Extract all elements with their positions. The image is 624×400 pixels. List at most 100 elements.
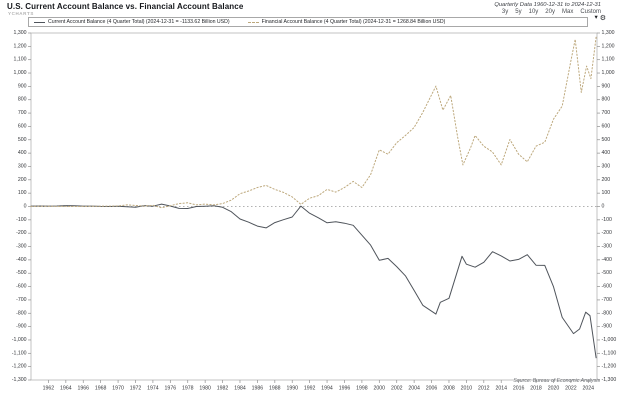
x-axis-label: 2010 [461,386,473,392]
range-selector: 3y 5y 10y 20y Max Custom [502,9,601,15]
range-button-5y[interactable]: 5y [515,9,522,15]
y-axis-label-right: 1,000 [602,70,615,76]
y-axis-label-right: -600 [602,284,612,290]
y-axis-label-left: 500 [18,137,27,143]
x-axis-label: 2012 [478,386,490,392]
y-axis-label-left: 200 [18,177,27,183]
y-axis-label-right: 1,300 [602,30,615,36]
y-axis-label-left: 600 [18,123,27,129]
period-label: Quarterly Data 1960-12-31 to 2024-12-31 [494,2,601,8]
range-button-3y[interactable]: 3y [501,9,509,15]
x-axis-label: 2018 [530,386,542,392]
x-axis-label: 1986 [252,386,264,392]
y-axis-label-left: 0 [24,204,27,210]
y-axis-label-right: -100 [602,217,612,223]
y-axis-label-left: 900 [18,83,27,89]
current-account-swatch [34,21,45,23]
y-axis-label-left: -700 [16,297,26,303]
x-axis-label: 1972 [130,386,142,392]
y-axis-label-right: 500 [602,137,611,143]
range-button-max[interactable]: Max [561,9,574,15]
legend-label: Financial Account Balance (4 Quarter Tot… [261,19,446,25]
settings-gear-icon[interactable]: ⚙ [599,14,606,22]
chevron-down-icon[interactable]: ▾ [594,14,598,21]
y-axis-label-left: -300 [16,244,26,250]
legend-box: Current Account Balance (4 Quarter Total… [28,17,588,27]
y-axis-label-right: -400 [602,257,612,263]
y-axis-label-right: -1,300 [602,377,617,383]
y-axis-label-left: 800 [18,97,27,103]
y-axis-label-left: -1,300 [12,377,27,383]
y-axis-label-left: -1,100 [12,350,27,356]
y-axis-label-right: 1,100 [602,57,615,63]
y-axis-label-right: -300 [602,244,612,250]
legend-label: Current Account Balance (4 Quarter Total… [48,19,230,25]
legend-item-financial-account: Financial Account Balance (4 Quarter Tot… [247,19,446,25]
x-axis-label: 2000 [374,386,386,392]
y-axis-label-right: 400 [602,150,611,156]
x-axis-label: 2008 [443,386,455,392]
y-axis-label-right: -500 [602,270,612,276]
y-axis-label-left: 1,200 [14,43,27,49]
x-axis-label: 1968 [95,386,107,392]
chart-title: U.S. Current Account Balance vs. Financi… [7,2,244,11]
y-axis-label-right: 200 [602,177,611,183]
legend-item-current-account: Current Account Balance (4 Quarter Total… [34,19,230,25]
y-axis-label-left: 100 [18,190,27,196]
y-axis-label-right: 100 [602,190,611,196]
y-axis-label-right: 300 [602,163,611,169]
x-axis-label: 1994 [321,386,333,392]
x-axis-label: 1996 [339,386,351,392]
y-axis-label-right: -1,100 [602,350,617,356]
y-axis-label-left: -400 [16,257,26,263]
x-axis-label: 1980 [199,386,211,392]
y-axis-label-right: -700 [602,297,612,303]
x-axis-label: 2022 [565,386,577,392]
source-attribution: Source: Bureau of Economic Analysis [513,378,600,384]
range-button-20y[interactable]: 20y [545,9,555,15]
y-axis-label-left: -900 [16,324,26,330]
y-axis-label-right: 800 [602,97,611,103]
ycharts-logo: YCHARTS [8,11,34,16]
chart-toolbar: ▾ ⚙ [594,14,606,22]
y-axis-label-right: 900 [602,83,611,89]
y-axis-label-left: 1,300 [14,30,27,36]
y-axis-label-left: -100 [16,217,26,223]
y-axis-label-right: -800 [602,310,612,316]
y-axis-label-right: 700 [602,110,611,116]
y-axis-label-right: -1,200 [602,364,617,370]
y-axis-label-right: 1,200 [602,43,615,49]
range-button-10y[interactable]: 10y [528,9,539,15]
x-axis-label: 1970 [112,386,124,392]
x-axis-label: 1974 [147,386,159,392]
x-axis-label: 2002 [391,386,403,392]
x-axis-label: 1964 [60,386,72,392]
x-axis-label: 1962 [43,386,55,392]
x-axis-label: 1992 [304,386,316,392]
x-axis-label: 2014 [495,386,507,392]
x-axis-label: 2024 [583,386,595,392]
x-axis-label: 1990 [286,386,298,392]
y-axis-label-left: 700 [18,110,27,116]
x-axis-label: 2006 [426,386,438,392]
y-axis-label-left: -1,200 [12,364,27,370]
x-axis-label: 2004 [408,386,420,392]
financial-account-line[interactable] [30,36,597,209]
current-account-line[interactable] [30,203,597,359]
y-axis-label-right: -1,000 [602,337,617,343]
x-axis-label: 1984 [234,386,246,392]
x-axis-label: 1966 [77,386,89,392]
x-axis-label: 1988 [269,386,281,392]
x-axis-label: 1976 [165,386,177,392]
range-button-custom[interactable]: Custom [580,9,601,15]
y-axis-label-left: -600 [16,284,26,290]
financial-account-swatch [247,21,259,23]
y-axis-label-left: -800 [16,310,26,316]
x-axis-label: 1998 [356,386,368,392]
x-axis-label: 2020 [548,386,560,392]
y-axis-label-left: -1,000 [12,337,27,343]
y-axis-label-left: 1,100 [14,57,27,63]
y-axis-label-right: -200 [602,230,612,236]
